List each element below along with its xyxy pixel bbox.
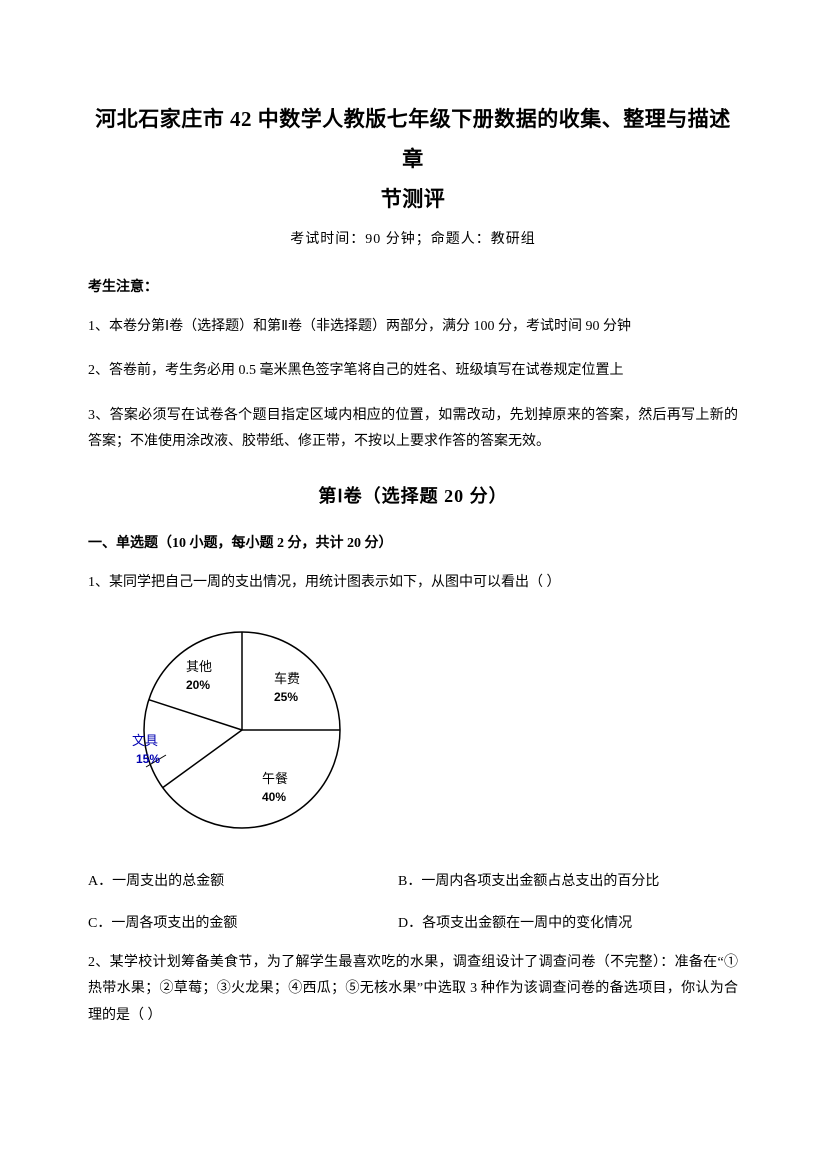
- exam-subtitle: 考试时间：90 分钟；命题人：教研组: [88, 228, 738, 248]
- exam-title-line1: 河北石家庄市 42 中数学人教版七年级下册数据的收集、整理与描述章: [88, 100, 738, 180]
- q1-pie-chart: 车费 25% 午餐 40% 文具 15% 其他 20%: [112, 615, 738, 852]
- svg-text:其他: 其他: [186, 659, 212, 674]
- q1-option-d: D．各项支出金额在一周中的变化情况: [398, 912, 738, 932]
- notice-item-2: 2、答卷前，考生务必用 0.5 毫米黑色签字笔将自己的姓名、班级填写在试卷规定位…: [88, 358, 738, 385]
- svg-text:25%: 25%: [274, 690, 298, 704]
- notice-item-1: 1、本卷分第Ⅰ卷（选择题）和第Ⅱ卷（非选择题）两部分，满分 100 分，考试时间…: [88, 314, 738, 341]
- section-1-heading: 第Ⅰ卷（选择题 20 分）: [88, 482, 738, 508]
- svg-text:文具: 文具: [132, 733, 158, 748]
- svg-text:车费: 车费: [274, 671, 300, 686]
- question-1-text: 1、某同学把自己一周的支出情况，用统计图表示如下，从图中可以看出（ ）: [88, 570, 738, 597]
- q1-option-c: C．一周各项支出的金额: [88, 912, 388, 932]
- exam-title-line2: 节测评: [88, 180, 738, 220]
- q1-option-a: A．一周支出的总金额: [88, 870, 388, 890]
- question-2-text: 2、某学校计划筹备美食节，为了解学生最喜欢吃的水果，调查组设计了调查问卷（不完整…: [88, 950, 738, 1030]
- svg-text:15%: 15%: [136, 752, 160, 766]
- notice-heading: 考生注意：: [88, 276, 738, 296]
- svg-text:40%: 40%: [262, 790, 286, 804]
- q1-option-b: B．一周内各项支出金额占总支出的百分比: [398, 870, 738, 890]
- notice-item-3: 3、答案必须写在试卷各个题目指定区域内相应的位置，如需改动，先划掉原来的答案，然…: [88, 403, 738, 456]
- svg-text:午餐: 午餐: [262, 771, 288, 786]
- svg-text:20%: 20%: [186, 678, 210, 692]
- q1-options: A．一周支出的总金额 B．一周内各项支出金额占总支出的百分比 C．一周各项支出的…: [88, 870, 738, 932]
- subsection-heading: 一、单选题（10 小题，每小题 2 分，共计 20 分）: [88, 532, 738, 552]
